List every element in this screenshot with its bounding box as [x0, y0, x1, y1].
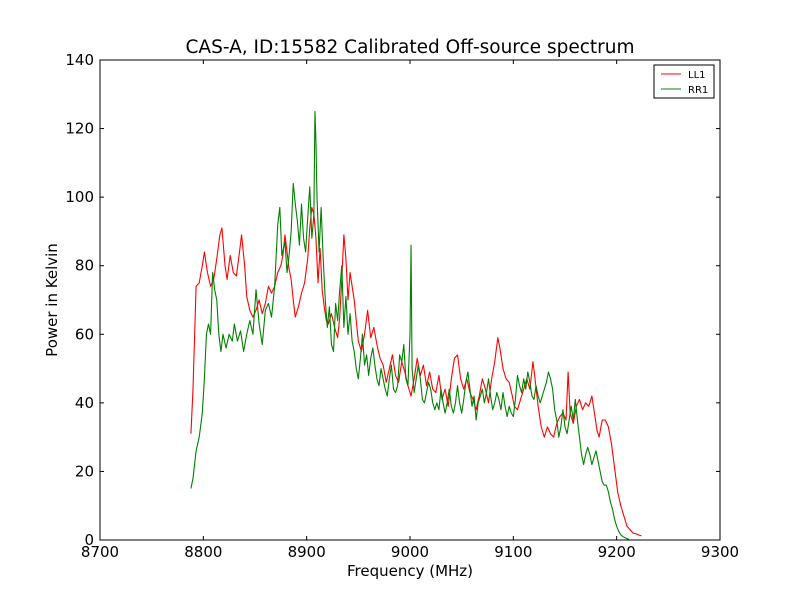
- series-line-rr1: [190, 110, 630, 540]
- legend-label-rr1: RR1: [688, 85, 708, 96]
- x-tick-label: 9200: [598, 543, 636, 561]
- y-axis-label: Power in Kelvin: [43, 243, 61, 357]
- x-axis-label: Frequency (MHz): [347, 562, 473, 580]
- x-tick-label: 8900: [288, 543, 326, 561]
- series-line-ll1: [190, 206, 642, 537]
- y-tick-label: 120: [65, 120, 94, 138]
- legend: LL1 RR1: [653, 64, 715, 99]
- x-tick-label: 8700: [81, 543, 119, 561]
- y-tick-label: 80: [75, 257, 94, 275]
- x-tick-label: 9100: [494, 543, 532, 561]
- y-tick-label: 100: [65, 188, 94, 206]
- chart-title: CAS-A, ID:15582 Calibrated Off-source sp…: [186, 37, 635, 58]
- x-tick-label: 9300: [701, 543, 739, 561]
- x-tick-label: 9000: [391, 543, 429, 561]
- series-layer: [190, 110, 642, 540]
- legend-label-ll1: LL1: [688, 70, 706, 81]
- y-tick-label: 0: [84, 531, 94, 549]
- tick-layer: 8700 8800 8900 9000 9100 9200 9300 0 20 40 60 80 100…: [65, 51, 739, 561]
- y-tick-label: 20: [75, 462, 94, 480]
- y-tick-label: 40: [75, 394, 94, 412]
- x-tick-label: 8800: [184, 543, 222, 561]
- y-tick-label: 140: [65, 51, 94, 69]
- legend-box: [653, 64, 715, 99]
- y-tick-label: 60: [75, 325, 94, 343]
